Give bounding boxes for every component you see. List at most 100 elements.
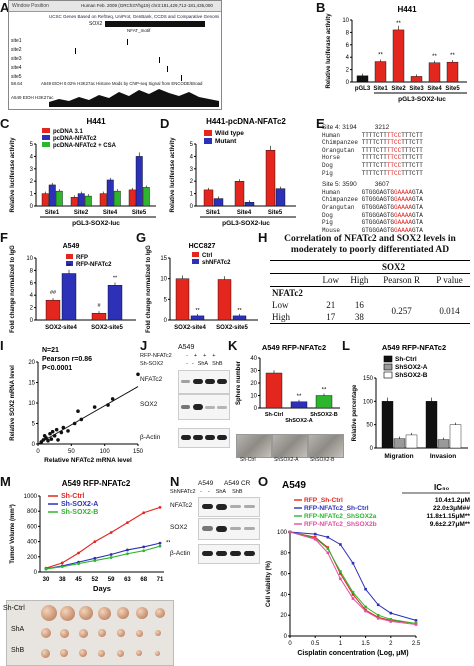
y-tick-label: 20 xyxy=(280,613,287,619)
bar xyxy=(84,195,92,207)
species-label: Pig xyxy=(322,169,362,177)
bar xyxy=(128,189,136,207)
nfat-motif-label: NFAT_motif xyxy=(127,28,151,33)
blot-nfatc2 xyxy=(178,370,230,394)
tumor-specimen xyxy=(155,608,165,618)
bar xyxy=(106,179,114,207)
micrograph-label: ShSOX2-A xyxy=(274,457,299,463)
tumor-specimen xyxy=(41,628,51,638)
x-tick-label: 150 xyxy=(133,449,144,455)
chart-i: 0 5 10 15 20 Relative SOX2 mRNA level 0 50 100 15… xyxy=(10,347,144,464)
x-axis-label: Relative NFATc2 mRNA level xyxy=(44,457,132,464)
ic50-value: 10.4±1.2μM xyxy=(435,497,471,504)
sox2-gene-bar xyxy=(105,21,205,27)
sig-mark: ** xyxy=(378,53,383,59)
col-header: Pearson R xyxy=(383,275,420,285)
micrograph xyxy=(308,434,344,458)
blot-header: A549 xyxy=(198,480,214,487)
table-cell: 38 xyxy=(354,312,364,322)
ic50-value: 9.6±2.27μM** xyxy=(430,521,471,528)
bar xyxy=(55,190,63,207)
bar xyxy=(393,438,406,449)
pearson-r-value: 0.257 xyxy=(391,306,412,316)
ucsc-genes-label: UCSC Genes Based on RefSeq, UniProt, Gen… xyxy=(49,14,219,19)
legend-label: Ctrl xyxy=(202,253,213,259)
y-tick-label: 30 xyxy=(250,369,257,375)
data-point xyxy=(313,532,317,536)
y-tick-label: 600 xyxy=(27,524,38,530)
alignment-row: Dog TTTTCTTTTCCTTTCTT xyxy=(322,162,472,170)
y-tick-label: 5 xyxy=(190,142,194,148)
data-point xyxy=(414,623,418,626)
species-label: Dog xyxy=(322,211,362,219)
site5-end: 3607 xyxy=(374,181,390,189)
data-point xyxy=(376,613,380,617)
tumor-specimen xyxy=(155,630,161,636)
x-axis-label: Days xyxy=(93,584,111,593)
legend-label: Sh-SOX2-B xyxy=(61,509,98,516)
blot-lane-sign: - xyxy=(191,361,194,367)
y-tick-label: 5 xyxy=(164,297,168,303)
series-line xyxy=(289,531,417,625)
bar xyxy=(61,273,77,321)
bar xyxy=(190,315,205,321)
y-tick-label: 5 xyxy=(32,422,36,428)
x-tick-label: pGL3 xyxy=(355,86,371,92)
y-tick-label: 0 xyxy=(32,442,36,448)
sequence: GTGGGAGTG xyxy=(361,219,395,227)
y-tick-label: 0 xyxy=(284,634,288,640)
sig-mark: ** xyxy=(396,21,401,27)
x-tick-label: 63 xyxy=(124,577,131,583)
tumor-row-label: Sh-Ctrl xyxy=(3,605,25,612)
y-tick-label: 40 xyxy=(280,592,287,598)
y-tick-label: 0 xyxy=(164,318,168,324)
track-title: A549 EtOH 0.02% H3K27ac Histone Mods by … xyxy=(41,81,203,86)
chart-title: A549 RFP-NFATc2 xyxy=(62,479,131,488)
data-point xyxy=(326,535,330,539)
y-axis-label: Fold change normalized to IgG xyxy=(146,245,152,333)
y-tick-label: 3 xyxy=(190,167,194,173)
y-tick-label: 10 xyxy=(26,256,33,262)
panel-label-i: I xyxy=(0,338,4,353)
site-label: site4 xyxy=(11,65,22,71)
bar xyxy=(275,188,286,207)
alignment-row: Orangutan TTTTCTTTTCCTTTCTT xyxy=(322,147,472,155)
scatter-point xyxy=(92,405,97,409)
x-tick-label: Site5 xyxy=(268,210,283,216)
y-tick-label: 20 xyxy=(250,381,257,387)
data-point xyxy=(389,620,393,623)
alignment-row: Chimpanzee GTGGGAGTGGAAAAGTA xyxy=(322,196,472,204)
site-mark xyxy=(75,48,76,54)
y-tick-label: 0 xyxy=(370,446,374,452)
blot-band-label: NFATc2 xyxy=(140,376,163,383)
sequence: TTTTCTT xyxy=(361,161,387,169)
x-tick-label: Site4 xyxy=(237,210,252,216)
legend-swatch xyxy=(66,261,73,266)
alignment-row: Dog GTGGGAGTGGAAAAGTA xyxy=(322,212,472,220)
bar xyxy=(315,395,333,409)
y-tick-label: 400 xyxy=(27,540,38,546)
chart-o: A549 IC₅₀ 0 20 40 60 80 100 Cell viability (%) 0 0… xyxy=(266,480,471,657)
legend-swatch xyxy=(66,254,73,259)
x-tick-label: SOX2-site4 xyxy=(45,325,77,331)
tumor-specimen xyxy=(79,606,93,620)
alignment-row: Orangutan GTGGGAGTGGAAAAGTA xyxy=(322,204,472,212)
motif-sequence: GAAAA xyxy=(394,211,413,219)
data-point xyxy=(364,587,367,591)
scatter-point xyxy=(110,397,115,401)
col-header: High xyxy=(350,275,369,285)
panel-label-d: D xyxy=(160,116,170,131)
correlation-table: Correlation of NFATc2 and SOX2 levels in… xyxy=(270,234,470,324)
x-tick-label: Site2 xyxy=(74,210,89,216)
bar xyxy=(392,29,405,83)
y-tick-label: 80 xyxy=(280,551,287,557)
x-tick-label: 52 xyxy=(92,577,99,583)
chart-g: HCC827 0 5 10 15 Fold change normalized to Ig… xyxy=(146,243,258,333)
chart-d: H441-pcDNA-NFATc2 0 1 2 3 4 5 Relative lucifera… xyxy=(170,118,296,227)
x-tick-label: SOX2-site5 xyxy=(216,325,248,331)
regression-line xyxy=(37,386,139,445)
legend-label: RFP-NFATc2_Sh-Ctrl xyxy=(304,505,369,512)
y-tick-label: 2 xyxy=(30,306,34,312)
scatter-point xyxy=(136,372,140,377)
sequence: TTTCTT xyxy=(401,139,423,147)
